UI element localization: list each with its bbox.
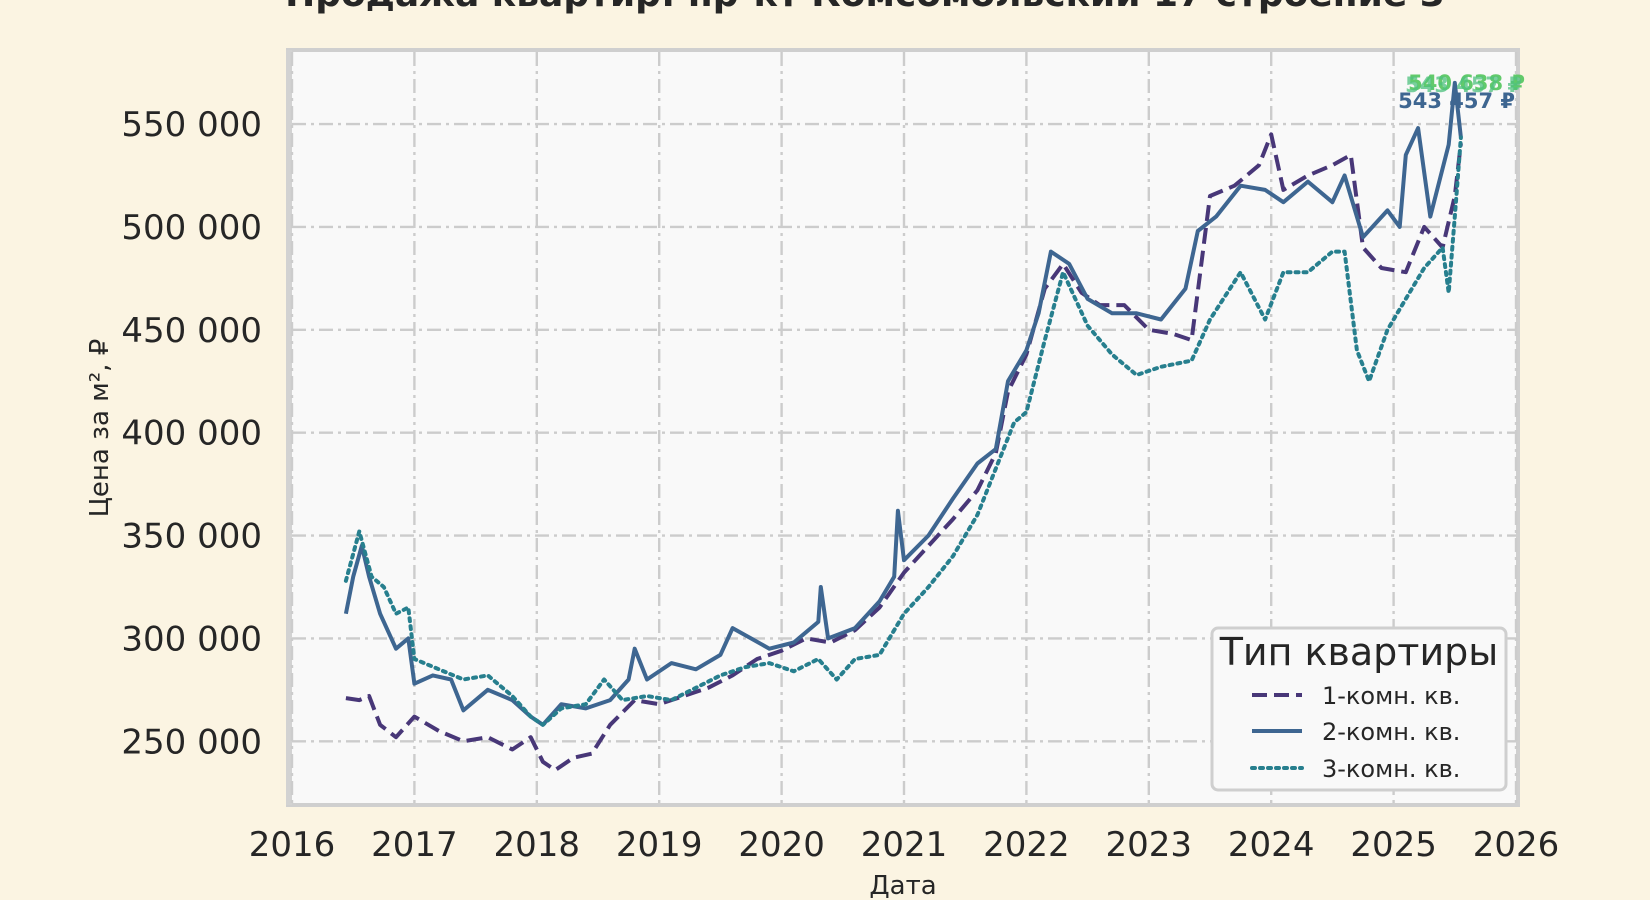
- series-line-2: [343, 80, 1463, 727]
- y-axis-label: Цена за м², ₽: [85, 339, 115, 518]
- series-line-1: [345, 132, 1463, 773]
- plot-left-edge: [286, 50, 292, 805]
- y-tick-label: 500 000: [121, 208, 262, 248]
- series-line-3: [343, 135, 1463, 727]
- x-tick-label: 2021: [861, 825, 948, 865]
- y-tick-label: 450 000: [121, 311, 262, 351]
- y-tick-label: 400 000: [121, 414, 262, 454]
- x-axis-label: Дата: [869, 871, 936, 900]
- legend-label-1: 1-комн. кв.: [1322, 682, 1460, 710]
- chart-title: Продажа квартир: пр-кт Комсомольский 17 …: [285, 0, 1445, 15]
- series-layer: [343, 80, 1463, 773]
- x-tick-label: 2018: [494, 825, 581, 865]
- end-label-teal: 543 457 ₽: [1405, 73, 1522, 97]
- x-tick-label: 2017: [371, 825, 458, 865]
- x-tick-label: 2019: [616, 825, 703, 865]
- y-tick-label: 550 000: [121, 105, 262, 145]
- end-label-green: 540 638 ₽: [1408, 71, 1525, 95]
- legend-title: Тип квартиры: [1219, 630, 1499, 674]
- x-tick-label: 2026: [1473, 825, 1560, 865]
- x-tick-label: 2016: [249, 825, 336, 865]
- y-tick-label: 300 000: [121, 619, 262, 659]
- legend-box: [1210, 626, 1508, 792]
- end-label-blue: 543 457 ₽: [1398, 89, 1515, 113]
- x-tick-label: 2020: [738, 825, 825, 865]
- axis-layer: 2016 2017 2018 2019 2020 2021 2022 2023 2024 2025…: [121, 105, 1559, 865]
- x-tick-label: 2024: [1228, 825, 1315, 865]
- x-tick-label: 2023: [1106, 825, 1193, 865]
- legend-label-2: 2-комн. кв.: [1322, 718, 1460, 746]
- y-tick-label: 250 000: [121, 722, 262, 762]
- y-tick-label: 350 000: [121, 517, 262, 557]
- legend-label-3: 3-комн. кв.: [1322, 755, 1460, 783]
- end-labels: 540 638 ₽ 543 457 ₽ 543 457 ₽: [1398, 71, 1525, 113]
- legend: Тип квартиры 1-комн. кв. 2-комн. кв. 3-к…: [1210, 626, 1508, 792]
- x-tick-label: 2025: [1350, 825, 1437, 865]
- x-tick-label: 2022: [983, 825, 1070, 865]
